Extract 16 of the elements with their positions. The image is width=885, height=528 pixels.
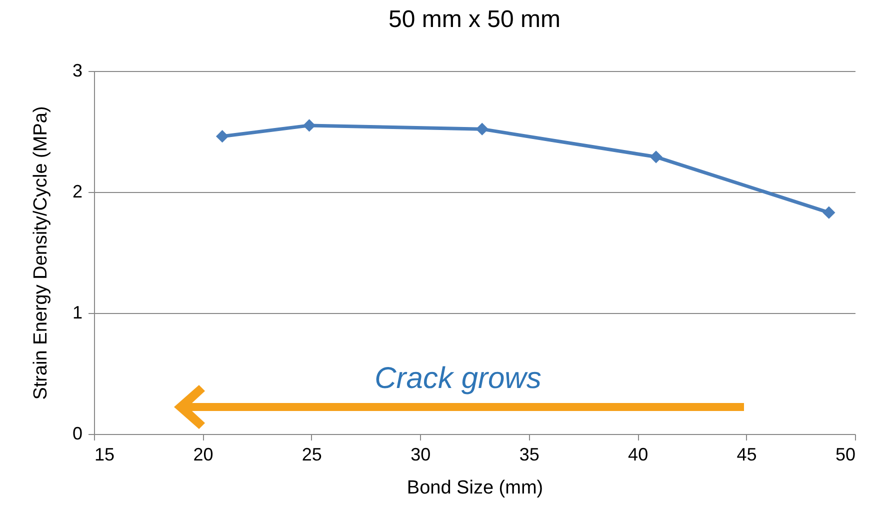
y-axis-title: Strain Energy Density/Cycle (MPa) [30, 106, 52, 400]
x-tick-label: 20 [193, 444, 214, 464]
annotation: Crack grows [374, 362, 542, 395]
x-axis-title: Bond Size (mm) [406, 478, 544, 498]
y-tick-label: 2 [72, 182, 82, 202]
y-tick-label: 0 [72, 424, 82, 444]
x-tick-label: 30 [410, 444, 431, 464]
x-tick-label: 25 [302, 444, 322, 464]
x-tick-label: 35 [519, 444, 540, 464]
x-tick-label: 50 [835, 444, 856, 464]
x-tick-label: 40 [628, 444, 648, 464]
x-tick-label: 45 [736, 444, 757, 464]
y-tick-label: 3 [72, 60, 82, 80]
chart-title: 50 mm x 50 mm [388, 6, 561, 33]
y-tick-label: 1 [72, 302, 82, 322]
x-tick-label: 15 [94, 444, 115, 464]
